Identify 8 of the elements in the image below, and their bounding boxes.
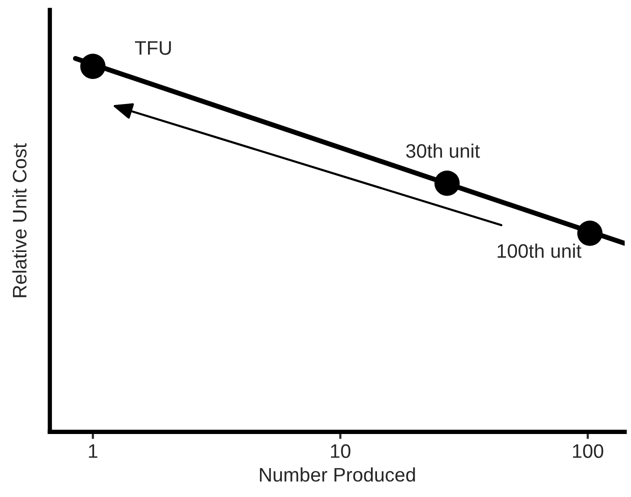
annotation: TFU	[134, 41, 171, 55]
x-axis-title: Number Produced	[260, 467, 415, 482]
x-tick-label: 100	[573, 444, 604, 458]
x-tick-label: 1	[88, 444, 98, 458]
y-axis-title: Relative Unit Cost	[12, 143, 27, 298]
x-tick-label: 10	[330, 444, 350, 458]
annotation: 100th unit	[498, 244, 582, 258]
annotation: 30th unit	[406, 144, 480, 158]
